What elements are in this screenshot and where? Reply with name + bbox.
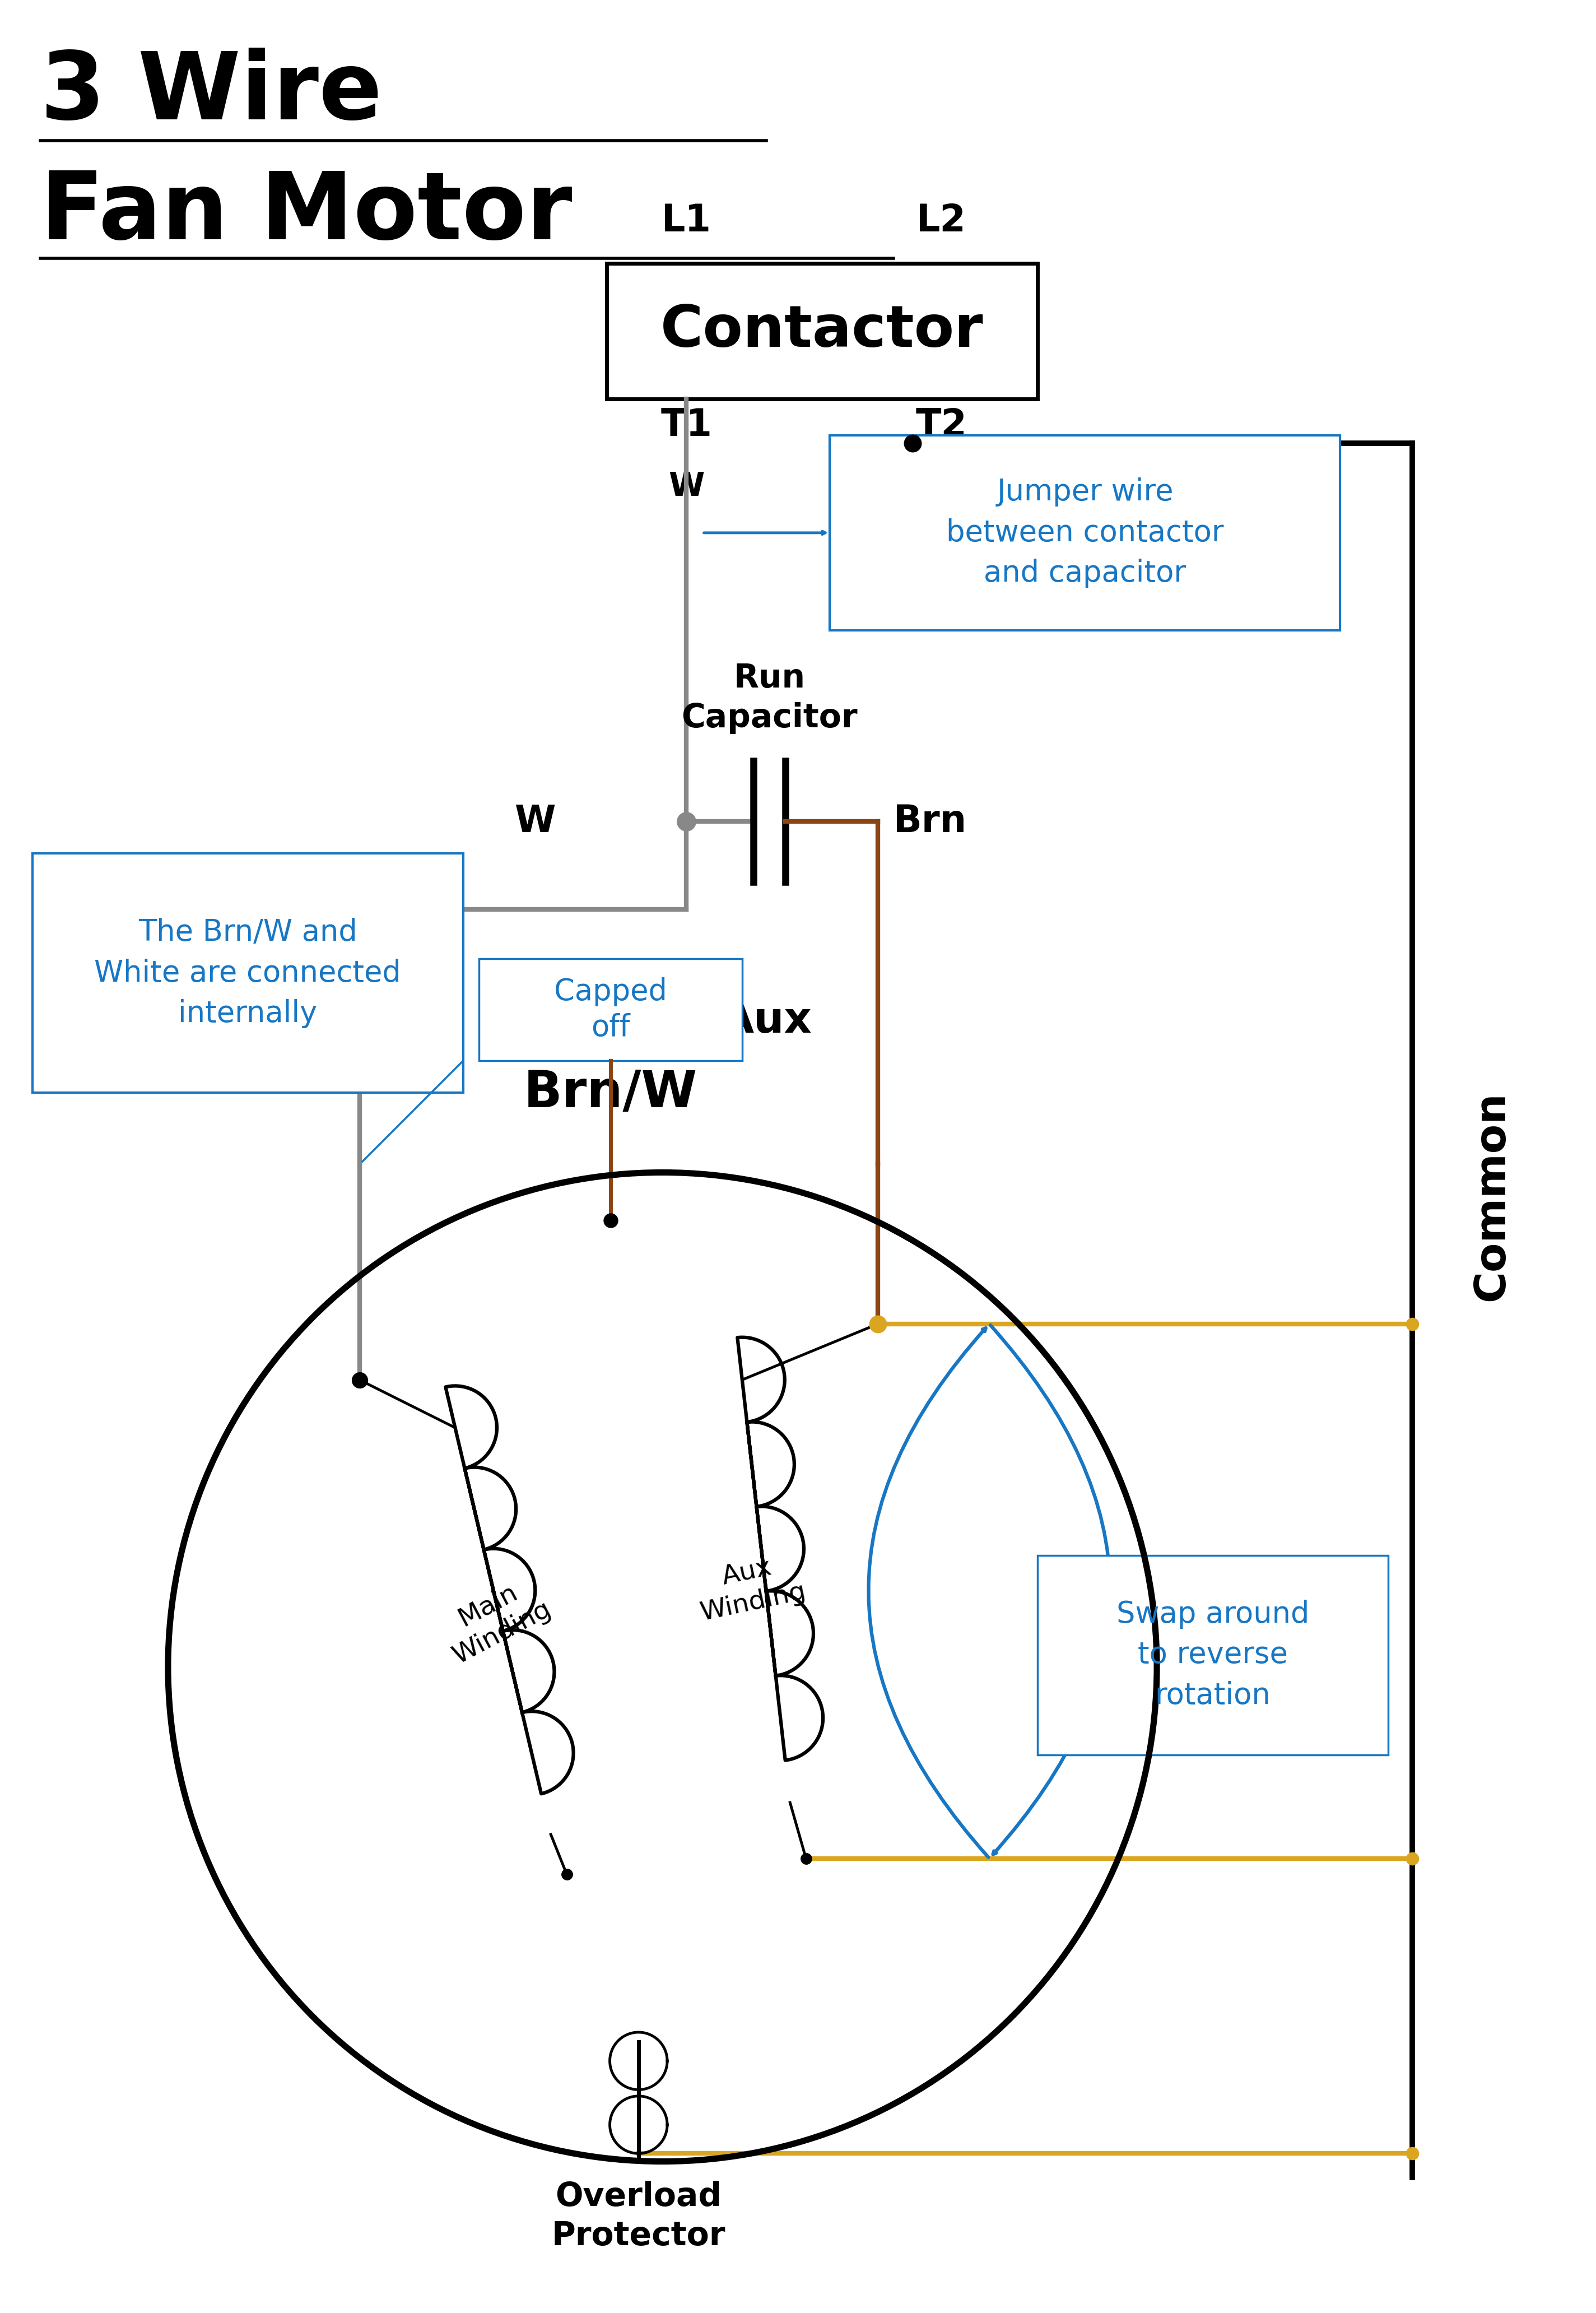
- Text: Main: Main: [139, 999, 255, 1041]
- Text: Contactor: Contactor: [661, 303, 983, 359]
- Text: W: W: [669, 470, 704, 502]
- Text: Swap around
to reverse
rotation: Swap around to reverse rotation: [1116, 1601, 1309, 1709]
- Text: Capped
off: Capped off: [554, 976, 667, 1043]
- Text: Main
Winding: Main Winding: [434, 1568, 555, 1670]
- Text: Brn: Brn: [894, 803, 967, 840]
- Text: L2: L2: [916, 201, 967, 238]
- Text: Common: Common: [1472, 1092, 1513, 1302]
- Text: T2: T2: [916, 407, 967, 444]
- Text: The Brn/W and
White are connected
internally: The Brn/W and White are connected intern…: [94, 918, 401, 1029]
- Text: L1: L1: [661, 201, 712, 238]
- Text: Aux: Aux: [720, 999, 812, 1041]
- FancyBboxPatch shape: [32, 853, 463, 1092]
- Text: Fan Motor: Fan Motor: [40, 167, 573, 259]
- Text: Run
Capacitor: Run Capacitor: [681, 662, 857, 733]
- Text: Overload
Protector: Overload Protector: [552, 2181, 726, 2253]
- FancyBboxPatch shape: [606, 264, 1037, 398]
- FancyBboxPatch shape: [479, 958, 742, 1062]
- Text: Jumper wire
between contactor
and capacitor: Jumper wire between contactor and capaci…: [946, 476, 1224, 588]
- Text: Brn/W: Brn/W: [523, 1069, 697, 1117]
- Text: BK: BK: [922, 470, 972, 502]
- Text: 3 Wire: 3 Wire: [40, 49, 383, 139]
- Text: W: W: [514, 803, 555, 840]
- Text: Aux
Winding: Aux Winding: [691, 1547, 809, 1626]
- Text: T1: T1: [661, 407, 712, 444]
- FancyBboxPatch shape: [830, 435, 1341, 629]
- FancyBboxPatch shape: [1037, 1554, 1389, 1756]
